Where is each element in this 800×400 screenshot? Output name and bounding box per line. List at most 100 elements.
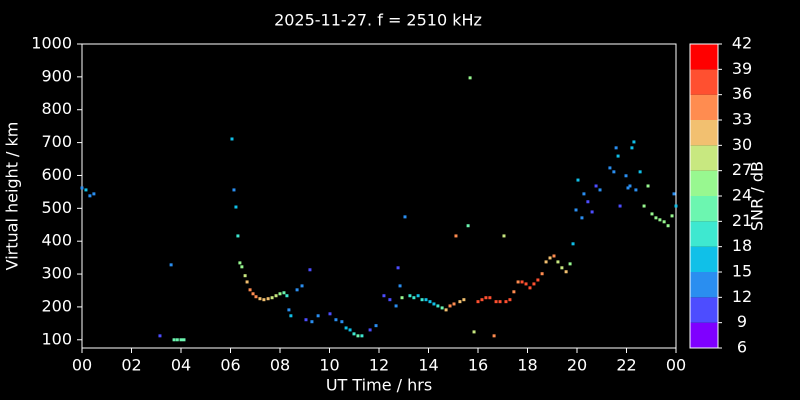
point	[632, 140, 636, 144]
point	[158, 334, 162, 338]
y-tick-label: 600	[41, 165, 72, 184]
colorbar-tick-label: 39	[732, 59, 752, 78]
point	[374, 324, 378, 328]
point	[266, 297, 270, 301]
point	[674, 204, 678, 208]
point	[412, 296, 416, 300]
point	[494, 300, 498, 304]
colorbar-bin	[690, 44, 718, 70]
point	[232, 188, 236, 192]
point	[618, 204, 622, 208]
point	[504, 300, 508, 304]
colorbar-tick-label: 30	[732, 135, 752, 154]
x-tick-label: 16	[468, 356, 488, 375]
point	[492, 334, 496, 338]
x-tick-label: 08	[270, 356, 290, 375]
point	[234, 205, 238, 209]
point	[638, 170, 642, 174]
y-tick-label: 300	[41, 264, 72, 283]
x-tick-label: 20	[567, 356, 587, 375]
point	[662, 220, 666, 224]
point	[658, 218, 662, 222]
point	[568, 262, 572, 266]
point	[548, 256, 552, 260]
point	[368, 328, 372, 332]
point	[520, 280, 524, 284]
colorbar-bin	[690, 94, 718, 120]
chart-title: 2025-11-27. f = 2510 kHz	[274, 11, 482, 30]
point	[488, 296, 492, 300]
colorbar-label: SNR / dB	[748, 161, 767, 231]
point	[552, 254, 556, 258]
point	[408, 294, 412, 298]
colorbar-tick-label: 24	[732, 186, 752, 205]
point	[424, 298, 428, 302]
point	[352, 332, 356, 336]
point	[466, 224, 470, 228]
point	[428, 300, 432, 304]
point	[448, 304, 452, 308]
point	[254, 295, 258, 299]
colorbar-tick-label: 12	[732, 287, 752, 306]
point	[262, 298, 266, 302]
point	[248, 288, 252, 292]
point	[416, 294, 420, 298]
point	[420, 298, 424, 302]
point	[580, 216, 584, 220]
point	[598, 188, 602, 192]
colorbar-tick-label: 18	[732, 236, 752, 255]
point	[574, 208, 578, 212]
point	[582, 192, 586, 196]
point	[642, 204, 646, 208]
y-tick-label: 900	[41, 66, 72, 85]
point	[334, 318, 338, 322]
point	[444, 308, 448, 312]
point	[400, 296, 404, 300]
point	[646, 184, 650, 188]
point	[285, 294, 289, 298]
point	[179, 338, 183, 342]
colorbar-bin	[690, 221, 718, 247]
y-tick-label: 200	[41, 296, 72, 315]
point	[512, 290, 516, 294]
y-tick-label: 100	[41, 329, 72, 348]
colorbar-tick-label: 27	[732, 160, 752, 179]
point	[458, 300, 462, 304]
colorbar-bin	[690, 297, 718, 323]
point	[396, 266, 400, 270]
point	[344, 326, 348, 330]
colorbar-bin	[690, 120, 718, 146]
y-axis-label: Virtual height / km	[3, 122, 22, 271]
point	[80, 186, 84, 190]
point	[524, 282, 528, 286]
y-tick-label: 800	[41, 99, 72, 118]
x-tick-label: 12	[369, 356, 389, 375]
point	[182, 338, 186, 342]
point	[666, 224, 670, 228]
colorbar-bin	[690, 145, 718, 171]
point	[536, 278, 540, 282]
colorbar-bin	[690, 322, 718, 348]
point	[516, 280, 520, 284]
colorbar-tick-label: 9	[737, 312, 747, 331]
point	[316, 314, 320, 318]
x-tick-label: 00	[666, 356, 686, 375]
point	[594, 184, 598, 188]
x-tick-label: 02	[121, 356, 141, 375]
point	[236, 234, 240, 238]
point	[169, 263, 173, 267]
point	[243, 274, 247, 278]
point	[452, 302, 456, 306]
point	[172, 338, 176, 342]
point	[571, 242, 575, 246]
point	[403, 215, 407, 219]
point	[560, 266, 564, 270]
point	[270, 296, 274, 300]
point	[502, 234, 506, 238]
point	[480, 298, 484, 302]
point	[484, 296, 488, 300]
y-tick-label: 400	[41, 231, 72, 250]
point	[356, 334, 360, 338]
point	[274, 294, 278, 298]
point	[310, 320, 314, 324]
